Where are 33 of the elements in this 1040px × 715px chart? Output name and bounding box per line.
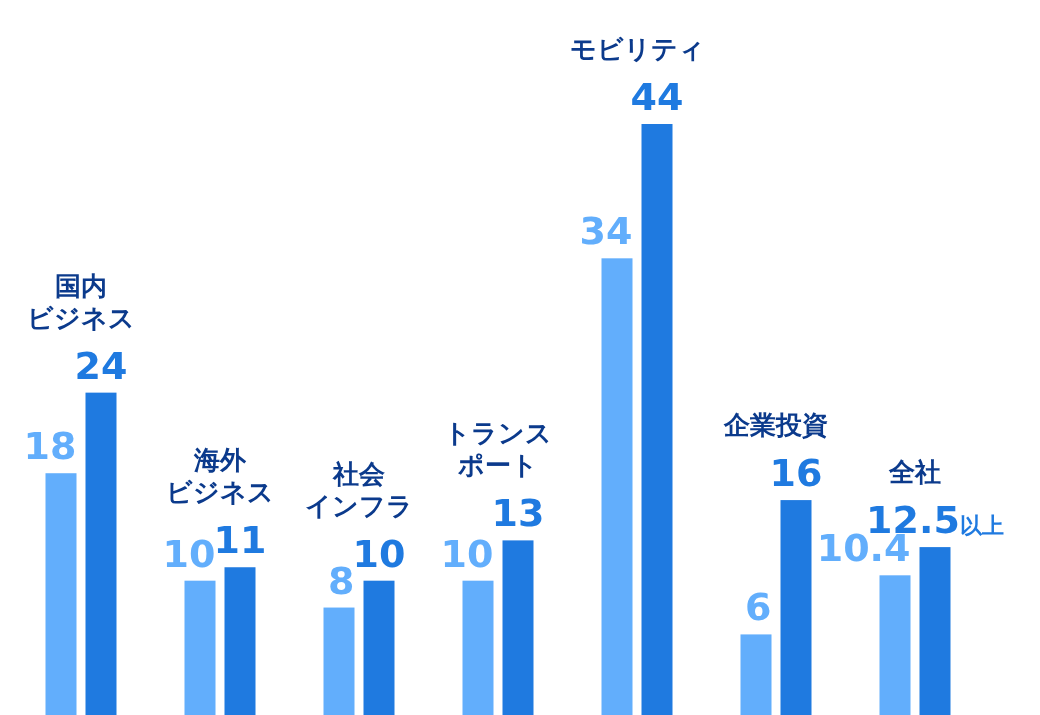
data-label: 6 [745,585,772,630]
bar [45,473,77,715]
bar [919,547,951,715]
bar [184,580,216,715]
bar [462,580,494,715]
bar [641,124,673,715]
x-tick-label: モビリティ [569,34,705,64]
data-label: 34 [579,209,633,254]
x-tick-label: 海外ビジネス [166,445,274,508]
data-label: 13 [491,491,545,536]
data-label: 10 [352,531,406,576]
bar [224,567,256,715]
bar [363,580,395,715]
data-label: 10 [440,531,494,576]
data-label: 24 [74,343,128,388]
x-tick-label: 企業投資 [723,410,828,441]
data-label: 10 [162,531,216,576]
bar [879,575,911,715]
x-tick-label: 全社 [888,457,941,488]
x-tick-label: 社会インフラ [305,458,413,521]
bar [601,258,633,715]
data-label: 18 [23,424,77,469]
bar [780,500,812,715]
x-tick-label: トランスポート [444,418,552,481]
data-label: 8 [328,558,355,603]
data-label: 16 [769,451,823,496]
x-tick-label: 国内ビジネス [27,270,135,333]
data-label: 11 [213,518,267,563]
bar [323,607,355,715]
data-label: 44 [630,75,684,119]
bar [740,634,772,715]
bar [502,540,534,715]
bar [85,392,117,715]
